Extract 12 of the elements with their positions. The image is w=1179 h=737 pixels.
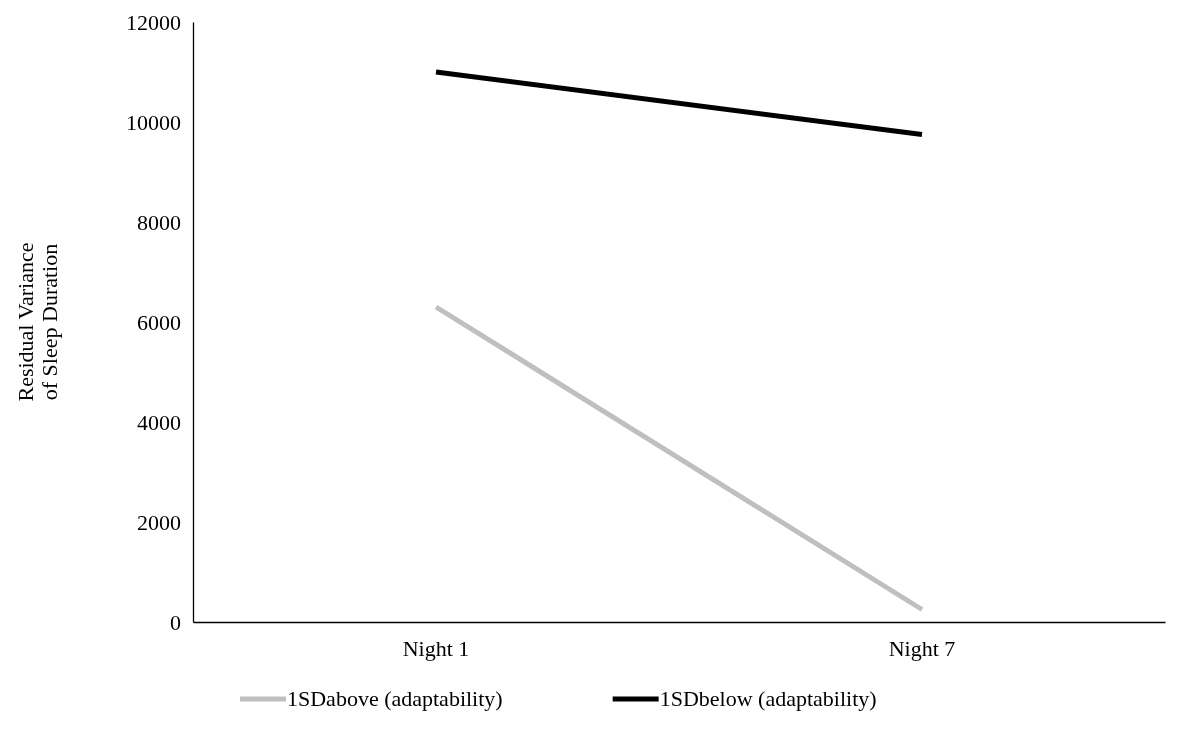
legend-label: 1SDabove (adaptability): [287, 686, 503, 711]
x-tick-label: Night 1: [402, 635, 470, 661]
y-tick-label: 6000: [137, 309, 181, 335]
y-tick-label: 10000: [126, 109, 181, 135]
y-tick-label: 4000: [137, 409, 181, 435]
y-tick-label: 0: [170, 609, 181, 635]
y-axis-title: Residual Variance of Sleep Duration: [12, 242, 63, 402]
y-tick-label: 12000: [126, 9, 181, 35]
legend-label: 1SDbelow (adaptability): [659, 686, 877, 711]
y-tick-label: 2000: [137, 509, 181, 535]
x-tick-label: Night 7: [888, 635, 956, 661]
y-tick-label: 8000: [137, 209, 181, 235]
